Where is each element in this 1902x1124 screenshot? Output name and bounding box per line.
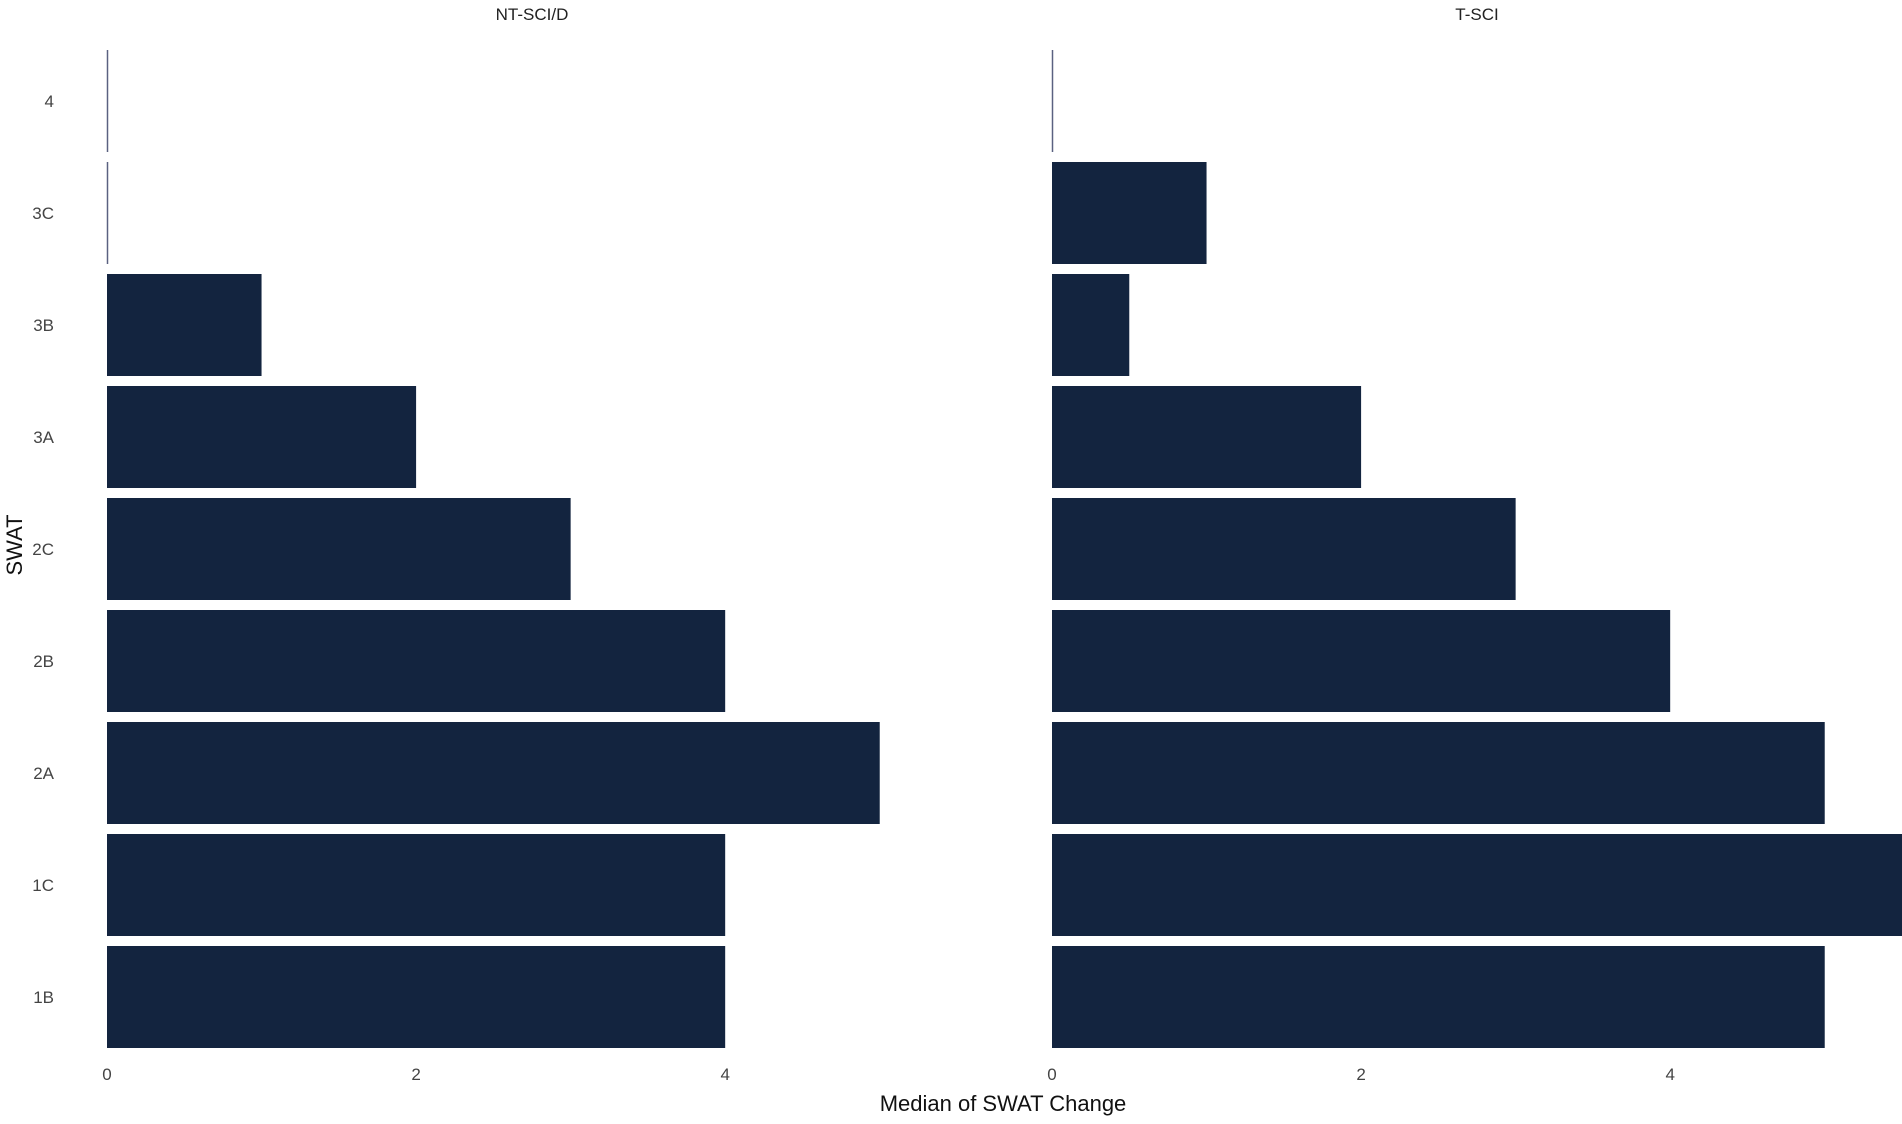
bar-nt-sci-d-3a [107, 386, 417, 488]
bar-t-sci-1c [1052, 834, 1902, 936]
bar-t-sci-2a [1052, 722, 1825, 824]
bar-nt-sci-d-2c [107, 498, 571, 600]
y-tick-label-4: 4 [45, 92, 54, 111]
y-tick-label-2a: 2A [33, 764, 54, 783]
y-tick-label-3b: 3B [33, 316, 54, 335]
x-tick-label-t-sci-2: 2 [1356, 1065, 1365, 1084]
y-axis-label: SWAT [2, 514, 27, 575]
panel-title-nt-sci-d: NT-SCI/D [496, 5, 569, 24]
x-tick-label-nt-sci-d-2: 2 [411, 1065, 420, 1084]
bar-t-sci-2c [1052, 498, 1516, 600]
bar-nt-sci-d-3b [107, 274, 262, 376]
x-axis-label: Median of SWAT Change [880, 1091, 1127, 1116]
panel-nt-sci-d: NT-SCI/D 0 2 4 [102, 5, 880, 1084]
x-tick-label-nt-sci-d-4: 4 [720, 1065, 729, 1084]
bar-t-sci-3c [1052, 162, 1207, 264]
bar-t-sci-3b [1052, 274, 1130, 376]
panel-t-sci: T-SCI 0 2 4 [1047, 5, 1902, 1084]
bar-t-sci-3a [1052, 386, 1362, 488]
bar-nt-sci-d-2a [107, 722, 880, 824]
bar-nt-sci-d-1b [107, 946, 726, 1048]
bar-nt-sci-d-2b [107, 610, 726, 712]
bar-t-sci-1b [1052, 946, 1825, 1048]
panels-layer: 1B 1C 2A 2B 2C 3A 3B 3C 4 NT-SCI/D 0 2 4 T-SCI 0 2 4 [32, 5, 1902, 1084]
y-tick-label-3c: 3C [32, 204, 54, 223]
panel-title-t-sci: T-SCI [1455, 5, 1498, 24]
y-tick-label-2b: 2B [33, 652, 54, 671]
x-tick-label-t-sci-0: 0 [1047, 1065, 1056, 1084]
bar-t-sci-2b [1052, 610, 1671, 712]
y-tick-label-2c: 2C [32, 540, 54, 559]
x-tick-label-t-sci-4: 4 [1665, 1065, 1674, 1084]
bar-nt-sci-d-1c [107, 834, 726, 936]
y-tick-label-1b: 1B [33, 988, 54, 1007]
y-tick-label-3a: 3A [33, 428, 54, 447]
x-tick-label-nt-sci-d-0: 0 [102, 1065, 111, 1084]
y-tick-label-1c: 1C [32, 876, 54, 895]
